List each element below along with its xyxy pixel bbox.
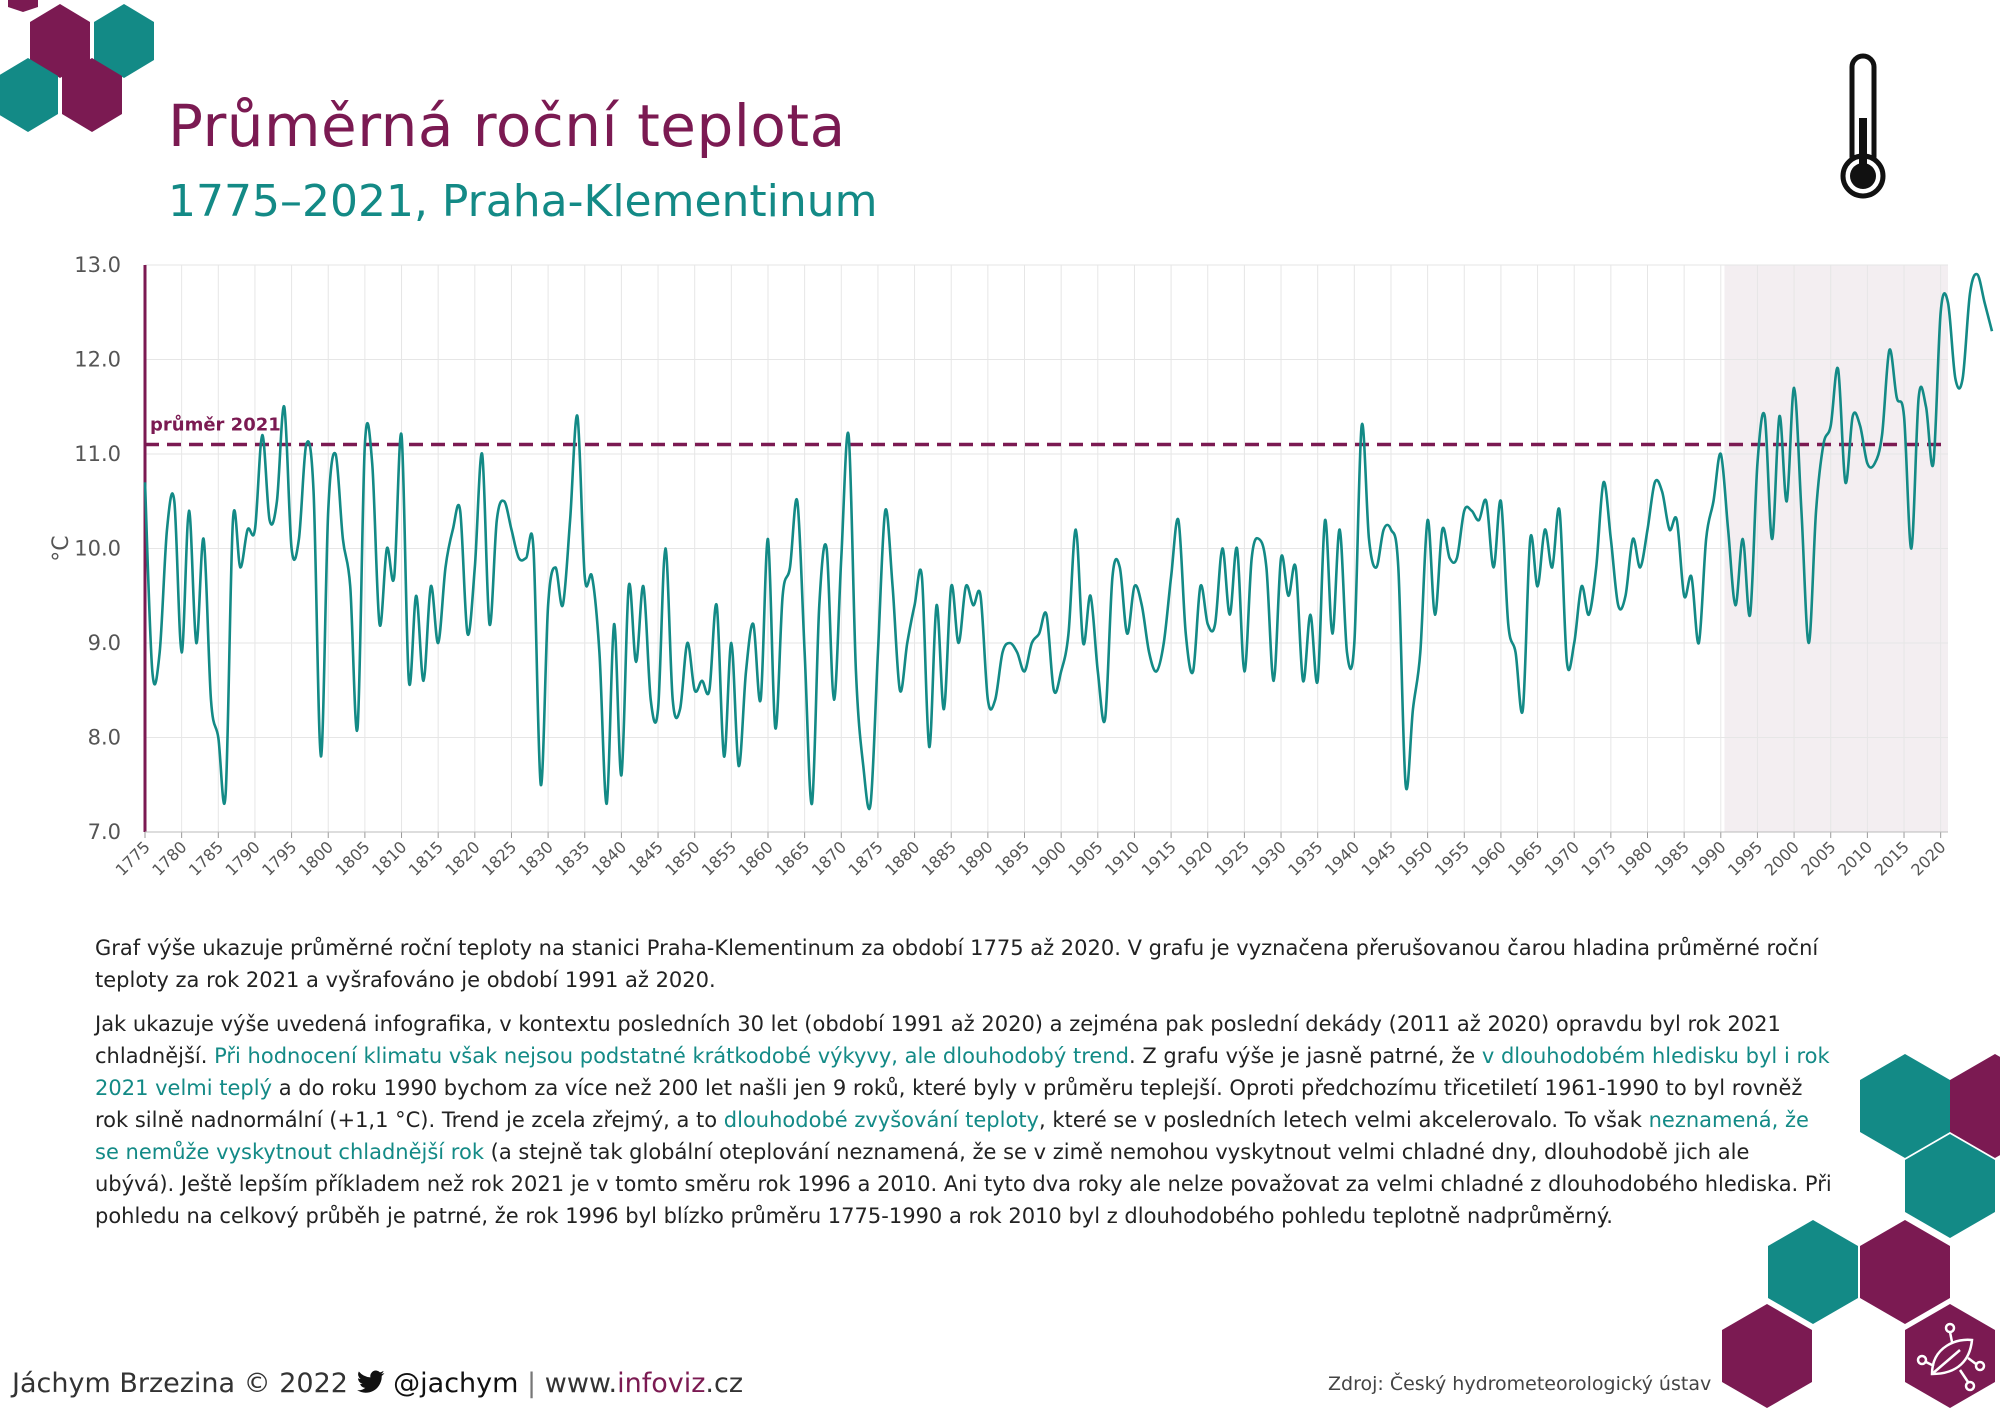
website-prefix: www. <box>544 1368 618 1399</box>
thermometer-icon <box>1840 53 1886 199</box>
x-tick-label: 1950 <box>1394 837 1436 879</box>
footer-credits: Jáchym Brzezina © 2022 @jachym | www.inf… <box>12 1368 743 1399</box>
x-tick-label: 2020 <box>1907 837 1949 879</box>
x-tick-label: 2000 <box>1761 837 1803 879</box>
x-tick-label: 1875 <box>845 837 887 879</box>
text-run: (a stejně tak globální oteplování neznam… <box>95 1140 1832 1228</box>
twitter-bird-icon <box>356 1370 384 1393</box>
x-tick-label: 1935 <box>1284 837 1326 879</box>
temperature-series-line <box>143 272 1994 811</box>
x-tick-label: 1905 <box>1064 837 1106 879</box>
x-tick-label: 1815 <box>405 837 447 879</box>
description-paragraph-1: Graf výše ukazuje průměrné roční teploty… <box>95 936 1819 992</box>
temperature-line-chart: 7.08.09.010.011.012.013.0°C 177517801785… <box>49 253 1994 880</box>
x-tick-label: 1865 <box>771 837 813 879</box>
y-tick-label: 12.0 <box>74 348 121 372</box>
x-tick-label: 1860 <box>735 837 777 879</box>
x-tick-label: 1985 <box>1651 837 1693 879</box>
y-tick-label: 9.0 <box>88 631 121 655</box>
x-tick-label: 1975 <box>1577 837 1619 879</box>
x-tick-label: 1885 <box>918 837 960 879</box>
x-tick-label: 1955 <box>1431 837 1473 879</box>
x-tick-label: 1805 <box>331 837 373 879</box>
website-link[interactable]: www.infoviz.cz <box>545 1368 743 1399</box>
text-run: . Z grafu výše je jasně patrné, že <box>1128 1044 1482 1068</box>
x-tick-label: 1900 <box>1028 837 1070 879</box>
highlight-text: dlouhodobé zvyšování teploty <box>723 1108 1039 1132</box>
x-tick-label: 1880 <box>881 837 923 879</box>
x-tick-label: 1785 <box>185 837 227 879</box>
x-tick-label: 1965 <box>1504 837 1546 879</box>
text-run: , které se v posledních letech velmi akc… <box>1038 1108 1649 1132</box>
x-tick-label: 1960 <box>1468 837 1510 879</box>
x-tick-label: 1945 <box>1358 837 1400 879</box>
x-tick-label: 1925 <box>1211 837 1253 879</box>
x-tick-label: 1845 <box>625 837 667 879</box>
x-tick-label: 1920 <box>1174 837 1216 879</box>
x-tick-label: 1850 <box>661 837 703 879</box>
website-brand: infoviz <box>617 1368 706 1399</box>
x-tick-label: 1795 <box>258 837 300 879</box>
x-tick-label: 2010 <box>1834 837 1876 879</box>
x-tick-label: 1930 <box>1248 837 1290 879</box>
x-tick-label: 1825 <box>478 837 520 879</box>
x-tick-label: 1855 <box>698 837 740 879</box>
x-tick-label: 1870 <box>808 837 850 879</box>
highlight-text: Při hodnocení klimatu však nejsou podsta… <box>214 1044 1129 1068</box>
x-tick-label: 1995 <box>1724 837 1766 879</box>
x-tick-label: 1940 <box>1321 837 1363 879</box>
page-subtitle: 1775–2021, Praha-Klementinum <box>168 176 878 227</box>
x-tick-label: 1915 <box>1138 837 1180 879</box>
x-tick-label: 1895 <box>991 837 1033 879</box>
x-tick-label: 1840 <box>588 837 630 879</box>
y-tick-label: 10.0 <box>74 537 121 561</box>
text-run: a do roku 1990 bychom za více než 200 le… <box>95 1076 1803 1132</box>
y-tick-label: 13.0 <box>74 253 121 277</box>
x-tick-label: 1810 <box>368 837 410 879</box>
x-tick-label: 1890 <box>954 837 996 879</box>
y-tick-label: 11.0 <box>74 442 121 466</box>
x-tick-label: 1800 <box>295 837 337 879</box>
y-tick-label: 7.0 <box>88 820 121 844</box>
x-tick-label: 1910 <box>1101 837 1143 879</box>
x-tick-label: 2005 <box>1797 837 1839 879</box>
x-tick-label: 1980 <box>1614 837 1656 879</box>
y-tick-label: 8.0 <box>88 726 121 750</box>
x-tick-label: 1780 <box>148 837 190 879</box>
x-tick-label: 1830 <box>515 837 557 879</box>
y-axis-label: °C <box>49 535 74 561</box>
data-source: Zdroj: Český hydrometeorologický ústav <box>1328 1373 1712 1395</box>
x-tick-label: 1990 <box>1687 837 1729 879</box>
website-suffix: .cz <box>705 1368 743 1399</box>
highlight-text: neznamená, že se nemůže vyskytnout chlad… <box>95 1108 1809 1164</box>
description-paragraph-2: Jak ukazuje výše uvedená infografika, v … <box>95 1008 1835 1232</box>
leaf-network-logo-icon <box>1916 1322 1986 1392</box>
twitter-handle-link[interactable]: @jachym <box>393 1368 519 1399</box>
x-tick-label: 2015 <box>1871 837 1913 879</box>
x-tick-label: 1970 <box>1541 837 1583 879</box>
x-tick-label: 1820 <box>441 837 483 879</box>
page-title: Průměrná roční teplota <box>168 92 846 160</box>
x-tick-label: 1790 <box>222 837 264 879</box>
reference-line-label: průměr 2021 <box>150 414 281 436</box>
hexagon-decoration-top-left <box>0 0 154 132</box>
text-run: Jak ukazuje výše uvedená infografika, v … <box>95 1012 1781 1068</box>
highlight-text: v dlouhodobém hledisku byl i rok 2021 ve… <box>95 1044 1830 1100</box>
footer-separator: | <box>527 1368 537 1399</box>
x-tick-label: 1835 <box>551 837 593 879</box>
author-credit: Jáchym Brzezina © 2022 <box>12 1368 348 1399</box>
